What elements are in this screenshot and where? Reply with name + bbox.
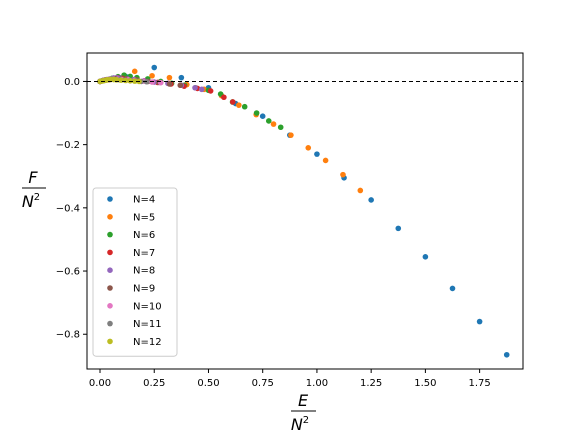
- data-point: [314, 151, 320, 157]
- data-point: [157, 79, 164, 86]
- data-point: [476, 318, 483, 325]
- legend-marker: [107, 303, 113, 309]
- legend-marker: [107, 267, 113, 274]
- legend-marker: [107, 285, 113, 291]
- legend-label: N=8: [133, 266, 155, 277]
- data-point: [368, 197, 374, 203]
- data-point: [207, 88, 214, 94]
- data-point: [166, 81, 173, 87]
- x-tick-label: 0.25: [143, 378, 165, 389]
- x-tick-label: 0.75: [252, 378, 274, 389]
- x-tick-label: 1.75: [468, 378, 490, 389]
- data-point: [192, 84, 198, 91]
- data-point: [277, 124, 284, 131]
- data-point: [259, 113, 266, 119]
- legend-label: N=10: [133, 301, 162, 312]
- x-tick-label: 1.25: [360, 378, 382, 389]
- legend-label: N=12: [133, 337, 162, 348]
- x-tick-label: 1.50: [414, 378, 436, 389]
- data-point: [265, 118, 272, 124]
- legend-label: N=11: [133, 319, 162, 330]
- x-axis: 0.00 0.25 0.50 0.75 1.00 1.25 1.50 1.75: [89, 369, 491, 389]
- data-point: [177, 82, 184, 89]
- data-point: [253, 110, 260, 116]
- data-point: [178, 74, 185, 81]
- y-tick-label: −0.4: [56, 203, 80, 214]
- legend-marker: [107, 231, 113, 238]
- legend-label: N=7: [133, 248, 155, 259]
- data-point: [229, 99, 236, 105]
- data-point: [236, 102, 242, 108]
- y-axis-label-numerator: F: [28, 168, 38, 187]
- legend: N=4 N=5 N=6 N=7 N=8 N=9 N=10 N=11 N=12: [92, 187, 178, 357]
- data-point: [503, 351, 510, 358]
- y-tick-label: −0.8: [56, 330, 80, 341]
- legend-label: N=5: [133, 212, 155, 223]
- legend-marker: [107, 214, 113, 220]
- data-point: [357, 187, 364, 194]
- data-point: [131, 78, 138, 84]
- data-point: [449, 285, 456, 292]
- y-axis-label-denominator: N2: [22, 192, 40, 211]
- series-n-5: [97, 68, 364, 194]
- legend-marker: [107, 196, 113, 202]
- data-point: [166, 74, 173, 81]
- x-tick-label: 0.00: [89, 378, 111, 389]
- legend-label: N=6: [133, 230, 155, 241]
- y-axis-label: F N2: [22, 168, 46, 211]
- x-axis-label-denominator-base: N: [291, 415, 303, 434]
- y-tick-label: 0.0: [64, 77, 80, 88]
- data-point: [288, 132, 294, 138]
- legend-label: N=9: [133, 284, 155, 295]
- legend-box: [92, 187, 178, 357]
- data-point: [131, 68, 138, 75]
- x-axis-label-numerator: E: [298, 391, 309, 410]
- data-point: [340, 171, 346, 178]
- data-point: [241, 103, 248, 110]
- legend-marker: [107, 320, 113, 327]
- x-tick-label: 0.50: [197, 378, 219, 389]
- y-axis-label-denominator-base: N: [22, 192, 34, 211]
- x-axis-label: E N2: [291, 391, 316, 434]
- legend-marker: [107, 338, 113, 345]
- data-point: [151, 64, 158, 71]
- data-point: [322, 157, 329, 164]
- data-point: [305, 145, 312, 151]
- x-tick-label: 1.00: [306, 378, 328, 389]
- data-point: [422, 254, 429, 260]
- x-axis-label-exponent: 2: [303, 415, 309, 426]
- y-tick-label: −0.6: [56, 267, 80, 278]
- data-point: [198, 86, 205, 93]
- data-point: [149, 72, 155, 79]
- x-axis-label-denominator: N2: [291, 415, 309, 434]
- y-axis: 0.0 −0.2 −0.4 −0.6 −0.8: [56, 77, 87, 341]
- legend-marker: [107, 249, 113, 256]
- data-point: [270, 121, 277, 127]
- data-point: [395, 225, 402, 232]
- data-point: [127, 78, 133, 84]
- y-tick-label: −0.2: [56, 140, 80, 151]
- plot-frame: [86, 52, 524, 370]
- data-point: [149, 79, 155, 85]
- y-axis-label-exponent: 2: [34, 192, 40, 203]
- legend-label: N=4: [133, 195, 155, 206]
- data-point: [221, 94, 227, 101]
